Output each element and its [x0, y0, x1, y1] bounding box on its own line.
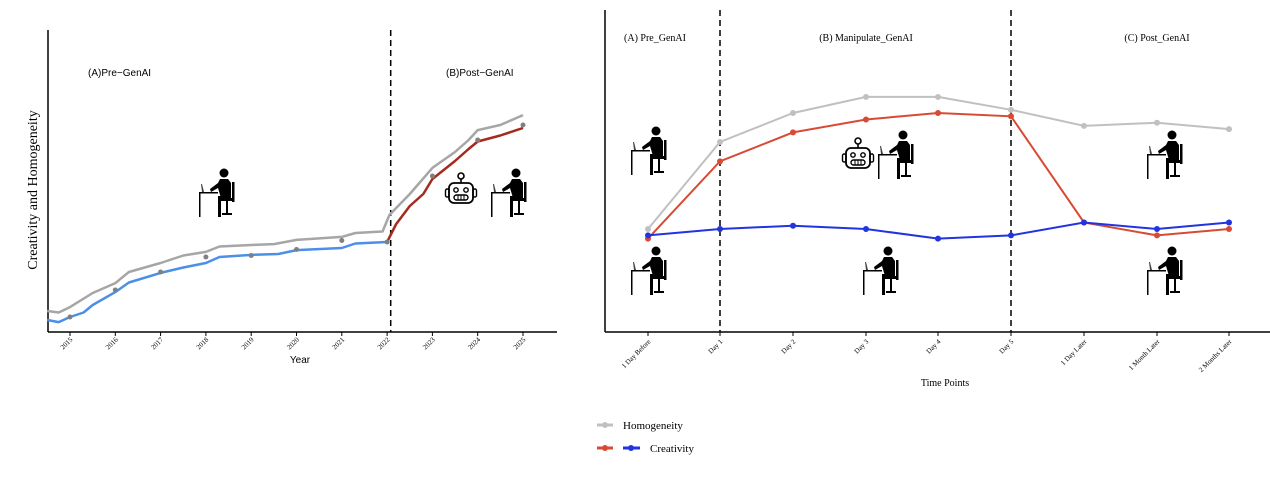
person-at-desk-icon — [199, 168, 235, 217]
left-tick-label: 2024 — [467, 335, 483, 351]
right-data-point — [935, 235, 941, 242]
person-at-desk-icon — [491, 168, 527, 217]
left-data-point — [384, 239, 390, 245]
left-tick-label: 2019 — [240, 335, 256, 351]
robot-icon — [841, 137, 875, 169]
left-tick-label: 2020 — [285, 335, 301, 351]
left-data-point — [339, 238, 345, 243]
legend-creativity-label: Creativity — [650, 443, 694, 455]
right-data-point — [935, 110, 941, 117]
robot-icon — [444, 172, 478, 204]
right-data-point — [1226, 126, 1232, 133]
person-at-desk-icon — [1147, 130, 1183, 179]
right-data-point — [1008, 232, 1014, 239]
right-tick-label: Day 4 — [925, 337, 943, 355]
right-data-point — [790, 110, 796, 117]
left-data-point — [158, 269, 164, 275]
right-tick-label: Day 3 — [853, 337, 871, 355]
right-tick-label: Day 5 — [998, 337, 1016, 355]
right-data-point — [863, 225, 869, 232]
right-annotation-post: (C) Post_GenAI — [1124, 33, 1189, 44]
right-data-point — [1226, 225, 1232, 232]
left-tick-label: 2018 — [195, 335, 211, 351]
left-tick-label: 2022 — [376, 335, 392, 351]
right-data-point — [1081, 122, 1087, 129]
right-data-point — [717, 158, 723, 165]
right-data-point — [790, 129, 796, 136]
right-x-label: Time Points — [921, 378, 969, 389]
right-annotation-manipulate: (B) Manipulate_GenAI — [819, 33, 913, 44]
left-y-label: Creativity and Homogeneity — [26, 110, 41, 269]
right-data-point — [1154, 119, 1160, 126]
right-data-point — [863, 93, 869, 100]
right-data-point — [935, 93, 941, 100]
right-data-point — [645, 225, 651, 232]
left-annotation-pre: (A)Pre−GenAI — [88, 68, 151, 79]
left-x-label: Year — [290, 355, 311, 366]
left-tick-label: 2017 — [149, 335, 165, 351]
person-at-desk-icon — [1147, 246, 1183, 295]
left-x-ticks: 2015 2016 2017 2018 2019 2020 2021 2022 2023 2024… — [59, 332, 528, 351]
right-data-point — [863, 116, 869, 123]
left-data-point — [294, 247, 299, 252]
left-tick-label: 2025 — [512, 335, 528, 351]
left-data-point — [429, 173, 435, 179]
left-series-line-2 — [385, 126, 524, 243]
right-series-group — [645, 93, 1232, 242]
right-data-point — [1008, 113, 1014, 120]
left-tick-label: 2021 — [331, 335, 347, 351]
right-tick-label: 1 Day Before — [620, 338, 652, 370]
right-data-point — [1226, 219, 1232, 226]
legend-homogeneity-label: Homogeneity — [623, 420, 683, 432]
legend-homogeneity-marker — [602, 422, 608, 428]
right-series-line-1 — [647, 111, 1230, 240]
right-tick-label: Day 2 — [780, 337, 798, 355]
left-tick-label: 2023 — [421, 335, 437, 351]
left-series-line-0 — [47, 113, 524, 314]
person-at-desk-icon — [878, 130, 914, 179]
left-tick-label: 2015 — [59, 335, 75, 351]
right-data-point — [645, 232, 651, 239]
right-data-point — [1154, 232, 1160, 239]
right-tick-label: 1 Month Later — [1127, 337, 1162, 372]
right-x-ticks: 1 Day Before Day 1 Day 2 Day 3 Day 4 Day 5 1 D… — [620, 332, 1234, 374]
right-data-point — [1081, 219, 1087, 226]
right-tick-label: 2 Months Later — [1197, 337, 1234, 374]
left-data-point — [203, 254, 209, 260]
right-data-point — [717, 139, 723, 146]
left-chart: 2015 2016 2017 2018 2019 2020 2021 2022 2023 2024… — [26, 30, 557, 366]
person-at-desk-icon — [631, 126, 667, 175]
right-tick-label: 1 Day Later — [1059, 337, 1089, 367]
right-data-point — [1154, 225, 1160, 232]
left-series-group — [47, 113, 526, 324]
left-data-point — [248, 253, 254, 258]
left-series-line-1 — [47, 240, 388, 324]
right-chart: (A) Pre_GenAI (B) Manipulate_GenAI (C) P… — [604, 10, 1270, 389]
legend: Homogeneity Creativity — [597, 420, 694, 455]
right-data-point — [717, 225, 723, 232]
left-data-point — [475, 137, 481, 143]
left-tick-label: 2016 — [104, 335, 120, 351]
right-tick-label: Day 1 — [707, 337, 725, 355]
left-data-point — [67, 314, 73, 320]
legend-creativity-red-marker — [602, 445, 608, 451]
legend-creativity-blue-marker — [628, 445, 634, 451]
person-at-desk-icon — [863, 246, 899, 295]
left-data-point — [520, 122, 526, 128]
left-data-point — [112, 287, 118, 293]
person-at-desk-icon — [631, 246, 667, 295]
right-data-point — [1008, 106, 1014, 113]
right-annotation-pre: (A) Pre_GenAI — [624, 33, 686, 44]
left-annotation-post: (B)Post−GenAI — [446, 68, 514, 79]
right-series-line-0 — [647, 95, 1230, 230]
right-data-point — [790, 222, 796, 229]
